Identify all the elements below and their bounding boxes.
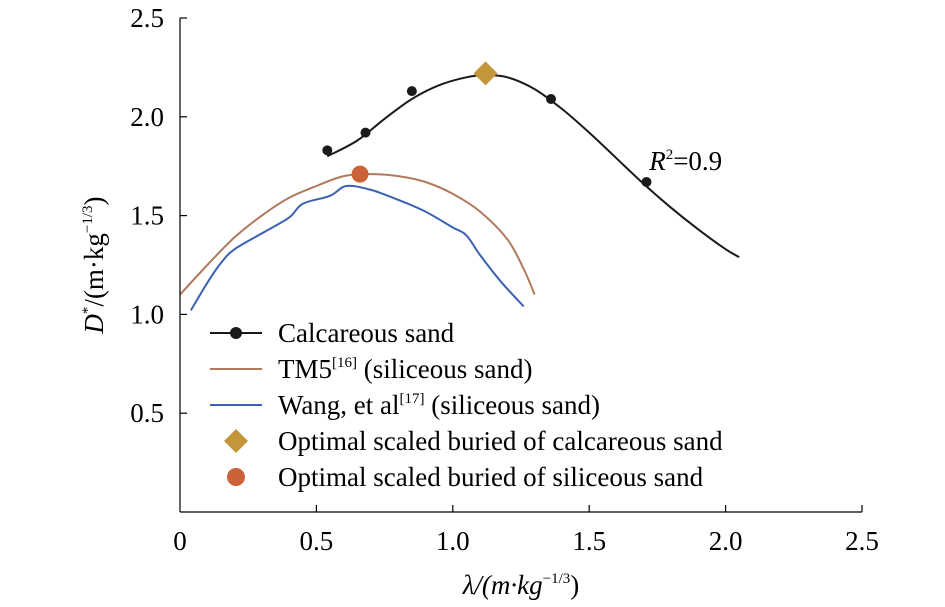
x-tick-label: 1.0 — [436, 526, 470, 556]
y-axis-label-close: ) — [79, 196, 109, 205]
legend-label-suffix: (siliceous sand) — [357, 354, 532, 384]
legend: Calcareous sand TM5[16] (siliceous sand)… — [210, 318, 723, 492]
axis-labels: λ/(m·kg−1/3) D*/(m·kg−1/3) R2=0.9 — [79, 146, 722, 600]
legend-item-optimal-calcareous: Optimal scaled buried of calcareous sand — [224, 426, 723, 456]
r-squared-exponent: 2 — [666, 147, 674, 163]
data-point — [641, 177, 652, 188]
x-axis-label-main: λ/(m·kg — [462, 570, 543, 600]
legend-item-wang: Wang, et al[17] (siliceous sand) — [210, 390, 600, 420]
x-tick-label: 2.5 — [845, 526, 879, 556]
data-point — [322, 145, 333, 156]
x-tick-label: 0 — [173, 526, 187, 556]
y-axis-label: D*/(m·kg−1/3) — [79, 196, 109, 334]
y-tick-label: 0.5 — [130, 398, 164, 428]
y-tick-label: 2.5 — [130, 3, 164, 33]
legend-label: Optimal scaled buried of calcareous sand — [278, 426, 723, 456]
y-axis-label-unit: /(m·kg — [79, 233, 109, 307]
r-squared-value: =0.9 — [673, 146, 722, 176]
x-tick-label: 0.5 — [300, 526, 334, 556]
r-squared-annotation: R2=0.9 — [648, 146, 722, 176]
data-point — [546, 94, 557, 105]
legend-label: TM5[16] (siliceous sand) — [278, 354, 532, 384]
fit-curve — [326, 74, 740, 258]
series-layer — [179, 61, 740, 311]
legend-swatch-dot — [230, 327, 242, 339]
axes — [179, 18, 862, 513]
y-axis-label-symbol: D — [79, 314, 109, 335]
legend-circle-marker — [227, 468, 245, 486]
legend-label: Optimal scaled buried of siliceous sand — [278, 462, 704, 492]
data-point — [406, 86, 417, 97]
data-point — [360, 127, 371, 138]
x-axis-label-exponent: −1/3 — [543, 571, 571, 587]
y-axis-label-exponent: −1/3 — [80, 205, 96, 233]
legend-label-name: TM5 — [278, 354, 332, 384]
ticks: 0 0.5 1.0 1.5 2.0 2.5 0.5 1.0 1.5 2.0 2.5 — [130, 3, 879, 556]
series-line-2 — [190, 184, 525, 311]
legend-item-calcareous-sand: Calcareous sand — [210, 318, 455, 348]
optimal-siliceous-marker — [351, 165, 369, 183]
y-tick-label: 1.5 — [130, 201, 164, 231]
x-axis-label: λ/(m·kg−1/3) — [462, 570, 580, 600]
legend-label-name: Wang, et al — [278, 390, 400, 420]
legend-item-tm5: TM5[16] (siliceous sand) — [210, 354, 532, 384]
legend-item-optimal-siliceous: Optimal scaled buried of siliceous sand — [227, 462, 704, 492]
x-axis-label-close: ) — [570, 570, 579, 600]
legend-label: Calcareous sand — [278, 318, 455, 348]
legend-label: Wang, et al[17] (siliceous sand) — [278, 390, 600, 420]
r-squared-symbol: R — [648, 146, 666, 176]
legend-label-ref: [16] — [332, 355, 357, 371]
y-tick-label: 2.0 — [130, 102, 164, 132]
x-tick-label: 2.0 — [709, 526, 743, 556]
legend-label-suffix: (siliceous sand) — [425, 390, 600, 420]
legend-label-ref: [17] — [400, 391, 425, 407]
legend-diamond-marker — [224, 429, 248, 453]
x-tick-label: 1.5 — [572, 526, 606, 556]
optimal-calcareous-marker — [473, 61, 498, 86]
series-line-1 — [179, 173, 536, 296]
y-axis-label-star: * — [80, 307, 96, 315]
y-tick-label: 1.0 — [130, 299, 164, 329]
